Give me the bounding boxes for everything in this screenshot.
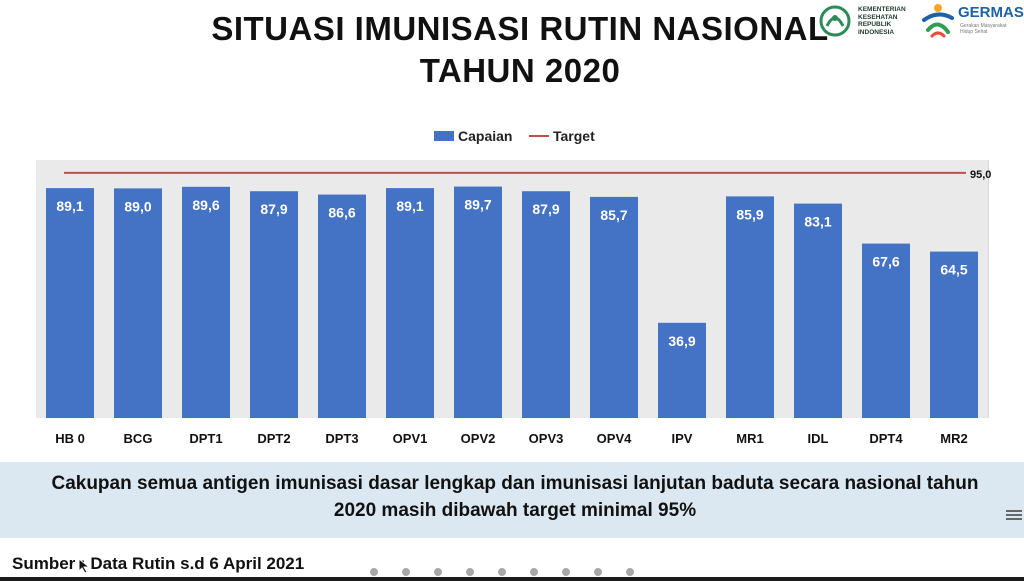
bar	[590, 196, 638, 418]
x-tick-label: DPT3	[325, 431, 358, 446]
kemenkes-logo: KEMENTERIAN KESEHATAN REPUBLIK INDONESIA	[818, 2, 908, 42]
germas-logo: GERMAS Gerakan Masyarakat Hidup Sehat	[918, 0, 1024, 44]
slide-dot[interactable]	[466, 568, 474, 576]
bar	[318, 194, 366, 418]
target-value-label: 95,0	[970, 169, 991, 181]
x-tick-label: OPV2	[461, 431, 496, 446]
slide-dot[interactable]	[562, 568, 570, 576]
germas-tagline: Gerakan Masyarakat Hidup Sehat	[960, 23, 1007, 35]
summary-line2: 2020 masih dibawah target minimal 95%	[333, 500, 697, 521]
bar-value-label: 89,7	[464, 197, 491, 213]
source-note: Sumber : Data Rutin s.d 6 April 2021	[12, 554, 305, 573]
bar-value-label: 64,5	[940, 262, 967, 278]
bar-value-label: 36,9	[668, 333, 695, 349]
bar-value-label: 87,9	[532, 201, 559, 217]
bar	[930, 251, 978, 418]
summary-text: Cakupan semua antigen imunisasi dasar le…	[20, 470, 1010, 524]
slide-pagination[interactable]	[370, 566, 670, 578]
kemenkes-emblem-icon	[819, 5, 851, 37]
bar-value-label: 89,1	[396, 198, 423, 214]
menu-lines-icon[interactable]	[1006, 508, 1022, 522]
x-tick-label: MR2	[940, 431, 967, 446]
bar	[182, 186, 230, 418]
x-tick-label: BCG	[124, 431, 153, 446]
x-tick-label: OPV3	[529, 431, 564, 446]
slide-dot[interactable]	[626, 568, 634, 576]
x-tick-label: MR1	[736, 431, 763, 446]
x-tick-label: DPT4	[869, 431, 903, 446]
bar	[726, 196, 774, 418]
chart-title-line1: SITUASI IMUNISASI RUTIN NASIONAL	[211, 10, 829, 47]
x-tick-label: OPV4	[597, 431, 632, 446]
bar-value-label: 89,6	[192, 197, 219, 213]
legend-swatch-capaian	[434, 131, 454, 141]
mouse-cursor-icon	[78, 558, 91, 574]
x-tick-label: DPT1	[189, 431, 222, 446]
bar	[522, 191, 570, 418]
bar-value-label: 85,7	[600, 207, 627, 223]
summary-box	[0, 462, 1024, 538]
germas-figure-icon	[922, 4, 954, 38]
bar	[386, 188, 434, 418]
slide-dot[interactable]	[498, 568, 506, 576]
legend-swatch-target	[529, 135, 549, 137]
slide-dot[interactable]	[402, 568, 410, 576]
bar-chart: 89,1 HB 0 89,0 BCG 89,6 DPT1 87,9 DPT2 86,6 DPT3 8…	[46, 169, 991, 446]
bar	[46, 188, 94, 418]
bar-value-label: 89,1	[56, 198, 83, 214]
kemenkes-logo-text: KEMENTERIAN KESEHATAN REPUBLIK INDONESIA	[858, 6, 906, 36]
x-tick-label: DPT2	[257, 431, 290, 446]
bar	[658, 322, 706, 418]
germas-wordmark: GERMAS	[958, 4, 1024, 21]
x-tick-label: IPV	[672, 431, 693, 446]
x-tick-label: OPV1	[393, 431, 428, 446]
bar-value-label: 87,9	[260, 201, 287, 217]
slide-dot[interactable]	[530, 568, 538, 576]
slide-dot[interactable]	[434, 568, 442, 576]
slide-dot[interactable]	[594, 568, 602, 576]
legend-label-capaian: Capaian	[458, 128, 513, 144]
bar	[454, 186, 502, 418]
x-tick-label: IDL	[808, 431, 829, 446]
bar	[114, 188, 162, 418]
bar-value-label: 85,9	[736, 206, 763, 222]
bar-value-label: 83,1	[804, 214, 831, 230]
bar-value-label: 67,6	[872, 254, 899, 270]
bar-value-label: 86,6	[328, 205, 355, 221]
bar	[794, 203, 842, 418]
summary-line1: Cakupan semua antigen imunisasi dasar le…	[51, 473, 979, 494]
bottom-strip	[0, 577, 1024, 581]
chart-legend: Capaian Target	[0, 126, 1024, 146]
bar	[250, 191, 298, 418]
x-tick-label: HB 0	[55, 431, 85, 446]
bar	[862, 243, 910, 418]
legend-label-target: Target	[553, 128, 595, 144]
bar-value-label: 89,0	[124, 198, 151, 214]
slide-dot[interactable]	[370, 568, 378, 576]
chart-title-line2: TAHUN 2020	[419, 52, 621, 89]
